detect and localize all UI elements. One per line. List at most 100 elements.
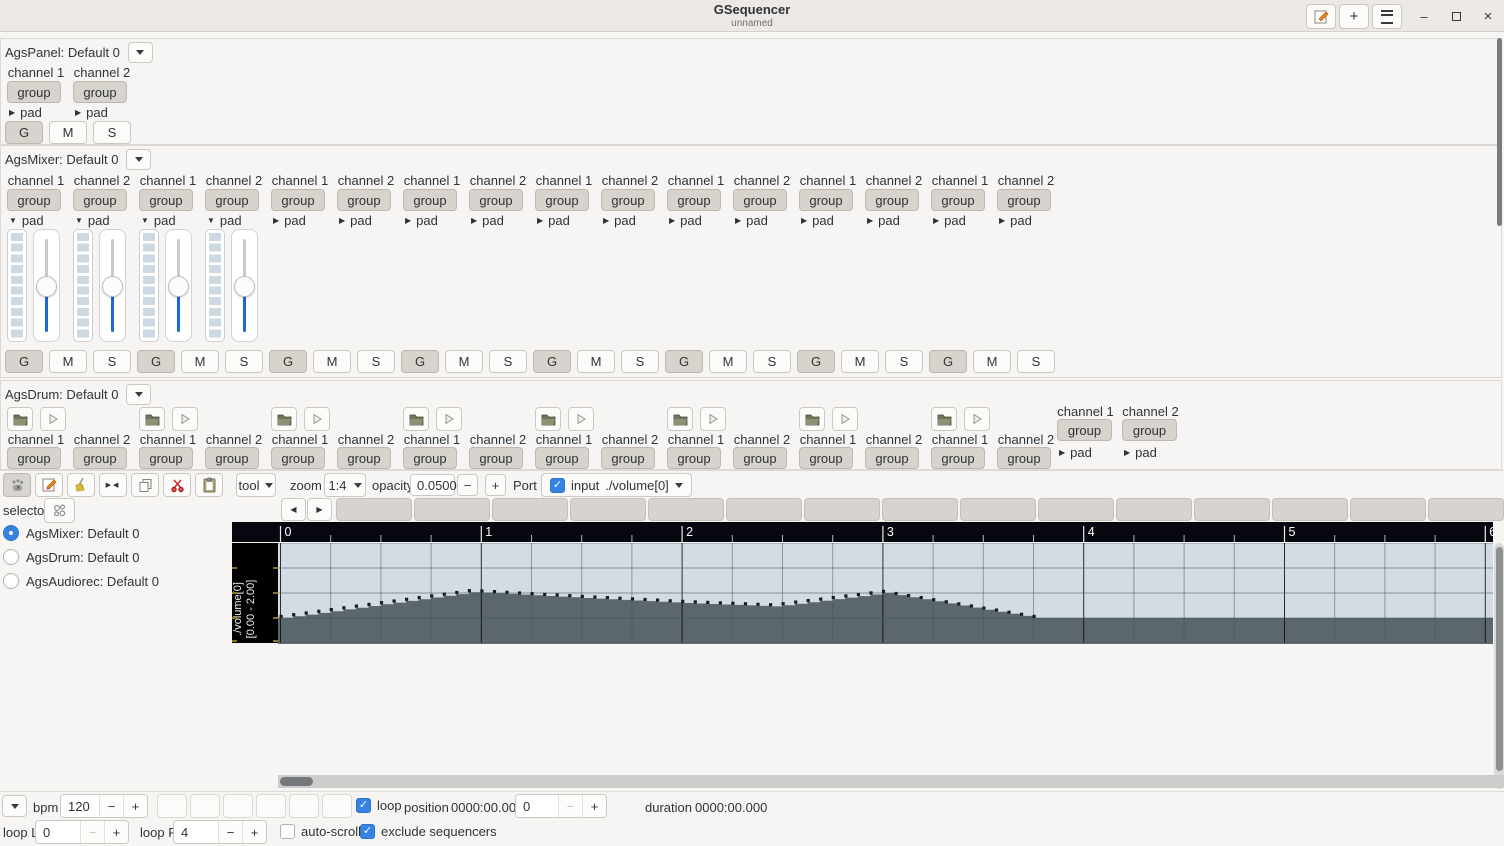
mute-toggle-button[interactable]: M [181,350,219,373]
group-button[interactable]: group [73,81,127,103]
mute-toggle-button[interactable]: M [709,350,747,373]
group-button[interactable]: group [7,81,61,103]
clear-tool-button[interactable] [67,473,95,497]
playback-menu-button[interactable] [2,795,27,817]
open-sample-button[interactable] [799,407,825,431]
line-tab[interactable] [804,498,880,521]
slider-handle[interactable] [102,275,123,297]
pad-expander[interactable]: ▶ pad [933,213,966,228]
group-button[interactable]: group [337,447,391,469]
pad-expander[interactable]: ▶ pad [999,213,1032,228]
open-sample-button[interactable] [667,407,693,431]
pad-expander[interactable]: ▶ pad [471,213,504,228]
open-sample-button[interactable] [535,407,561,431]
pad-expander[interactable]: ▼ pad [9,213,44,228]
line-tab[interactable] [1272,498,1348,521]
group-button[interactable]: group [601,189,655,211]
position-decrease-button[interactable]: − [558,795,582,817]
bpm-increase-button[interactable]: + [123,795,147,817]
volume-slider[interactable] [231,229,258,342]
volume-slider[interactable] [165,229,192,342]
group-button[interactable]: group [865,189,919,211]
group-button[interactable]: group [667,189,721,211]
loop-checkbox[interactable]: ✓ [356,798,371,813]
group-toggle-button[interactable]: G [401,350,439,373]
group-button[interactable]: group [469,447,523,469]
play-sample-button[interactable] [700,407,726,431]
group-toggle-button[interactable]: G [5,350,43,373]
edit-tool-button[interactable] [35,473,63,497]
line-tab[interactable] [1350,498,1426,521]
pad-expander[interactable]: ▼ pad [75,213,110,228]
slider-handle[interactable] [234,275,255,297]
editor-horizontal-scrollbar-track[interactable] [278,775,1504,788]
solo-toggle-button[interactable]: S [1017,350,1055,373]
group-button[interactable]: group [7,189,61,211]
play-sample-button[interactable] [436,407,462,431]
machine-menu-button[interactable] [127,41,153,63]
copy-button[interactable] [131,473,159,497]
editor-horizontal-scrollbar-thumb[interactable] [280,777,313,786]
exclude-sequencers-checkbox[interactable]: ✓ [360,824,375,839]
loop-r-input[interactable]: 4 [174,821,218,843]
group-button[interactable]: group [73,447,127,469]
position-increase-button[interactable]: + [582,795,606,817]
group-button[interactable]: group [205,189,259,211]
group-toggle-button[interactable]: G [533,350,571,373]
mute-toggle-button[interactable]: M [445,350,483,373]
line-tab[interactable] [1116,498,1192,521]
open-sample-button[interactable] [403,407,429,431]
group-button[interactable]: group [271,189,325,211]
pad-expander[interactable]: ▶ pad [405,213,438,228]
opacity-increase-button[interactable]: + [485,474,506,496]
machines-vertical-scrollbar[interactable] [1497,38,1502,226]
loop-l-input[interactable]: 0 [36,821,80,843]
play-sample-button[interactable] [304,407,330,431]
line-tab[interactable] [1038,498,1114,521]
pad-expander[interactable]: ▶ pad [735,213,768,228]
line-tab[interactable] [414,498,490,521]
transport-button[interactable] [322,794,352,818]
position-tool-button[interactable] [3,473,31,497]
group-toggle-button[interactable]: G [797,350,835,373]
minimize-button[interactable]: – [1412,6,1436,26]
transport-button[interactable] [190,794,220,818]
loop-r-increase-button[interactable]: + [242,821,266,843]
line-tab[interactable] [882,498,958,521]
auto-scroll-toggle[interactable]: auto-scroll [280,824,361,839]
select-tool-button[interactable]: ▶◀ [99,473,127,497]
mute-toggle-button[interactable]: M [577,350,615,373]
maximize-button[interactable] [1444,6,1468,26]
open-sample-button[interactable] [7,407,33,431]
port-dropdown[interactable]: ✓ input ./volume[0] [541,473,692,497]
group-toggle-button[interactable]: G [269,350,307,373]
tabs-scroll-right-button[interactable]: ▶ [307,498,332,521]
timeline-ruler[interactable]: 0 1 2 3 4 5 6 [232,522,1493,542]
mute-toggle-button[interactable]: M [313,350,351,373]
loop-r-decrease-button[interactable]: − [218,821,242,843]
loop-toggle[interactable]: ✓ loop [356,798,402,813]
slider-handle[interactable] [168,275,189,297]
group-button[interactable]: group [403,189,457,211]
group-button[interactable]: group [733,189,787,211]
group-button[interactable]: group [139,189,193,211]
machine-menu-button[interactable] [126,383,152,405]
close-button[interactable]: × [1476,6,1500,26]
group-button[interactable]: group [535,447,589,469]
solo-toggle-button[interactable]: S [753,350,791,373]
play-sample-button[interactable] [964,407,990,431]
line-tab[interactable] [1428,498,1504,521]
group-button[interactable]: group [7,447,61,469]
solo-toggle-button[interactable]: S [621,350,659,373]
group-toggle-button[interactable]: G [665,350,703,373]
automation-edit-area[interactable] [278,543,1493,644]
group-button[interactable]: group [667,447,721,469]
group-toggle-button[interactable]: G [5,121,43,144]
mute-toggle-button[interactable]: M [49,350,87,373]
machine-radio-option[interactable]: AgsDrum: Default 0 [3,549,139,565]
line-tab[interactable] [1194,498,1270,521]
solo-toggle-button[interactable]: S [489,350,527,373]
group-button[interactable]: group [865,447,919,469]
transport-button[interactable] [289,794,319,818]
group-button[interactable]: group [601,447,655,469]
